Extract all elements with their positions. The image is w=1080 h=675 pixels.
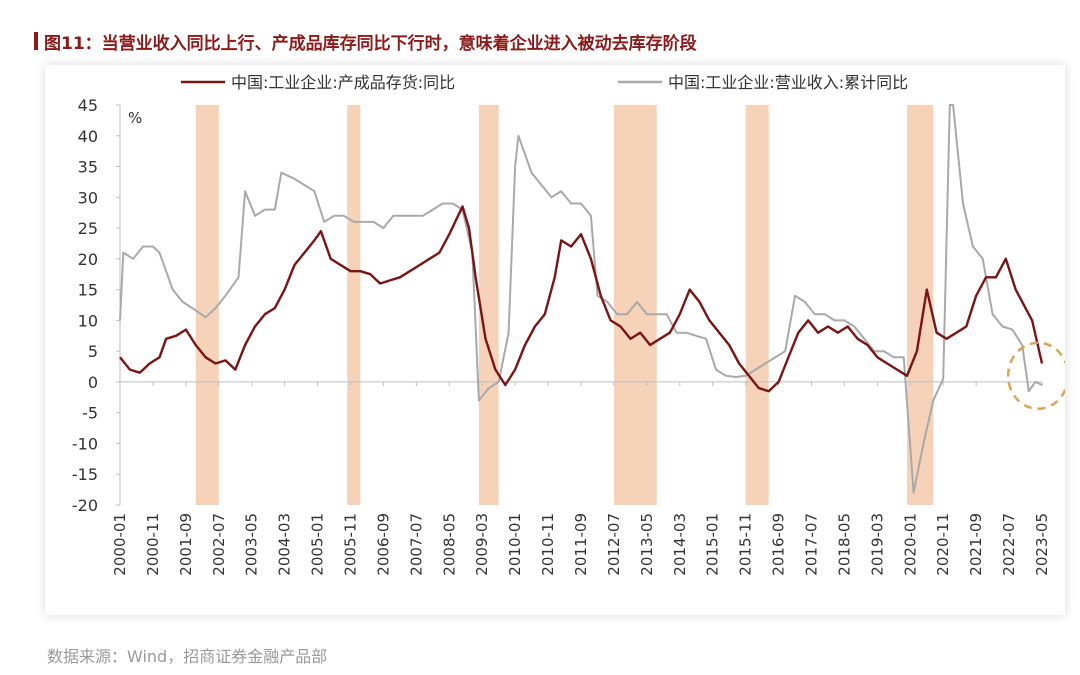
x-tick-label: 2012-07 [605, 513, 623, 576]
x-tick-label: 2018-05 [835, 513, 853, 576]
y-tick-label: -5 [82, 404, 98, 423]
x-tick-label: 2022-07 [1000, 513, 1018, 576]
y-tick-label: 30 [78, 188, 98, 207]
y-tick-label: 10 [78, 311, 98, 330]
x-tick-label: 2001-09 [177, 513, 195, 576]
y-tick-label: 20 [78, 250, 98, 269]
y-tick-label: 0 [88, 373, 98, 392]
x-tick-label: 2020-11 [934, 513, 952, 576]
y-tick-label: 25 [78, 219, 98, 238]
data-source-note: 数据来源：Wind，招商证券金融产品部 [47, 647, 328, 666]
x-tick-label: 2017-07 [803, 513, 821, 576]
x-tick-label: 2000-01 [111, 513, 129, 576]
line-chart: 45 40 35 30 25 20 15 10 5 0 -5 -10 -15 -20% 2000-01 200… [72, 73, 1065, 576]
x-tick-label: 2000-11 [144, 513, 162, 576]
shaded-period-5 [745, 105, 769, 505]
legend-label-2: 中国:工业企业:营业收入:累计同比 [668, 73, 908, 92]
x-tick-label: 2002-07 [210, 513, 228, 576]
highlight-dashed-circle [1006, 341, 1065, 411]
x-tick-label: 2008-05 [440, 513, 458, 576]
x-tick-label: 2007-07 [407, 513, 425, 576]
x-tick-label: 2016-09 [770, 513, 788, 576]
x-tick-label: 2015-01 [704, 513, 722, 576]
y-tick-label: -15 [72, 465, 98, 484]
x-tick-label: 2013-05 [638, 513, 656, 576]
x-tick-label: 2003-05 [243, 513, 261, 576]
y-tick-label: -20 [72, 496, 98, 515]
shaded-period-6 [906, 105, 934, 505]
figure-title-text: 图11：当营业收入同比上行、产成品库存同比下行时，意味着企业进入被动去库存阶段 [44, 33, 697, 54]
y-tick-label: -10 [72, 434, 98, 453]
shaded-period-1 [195, 105, 219, 505]
x-tick-label: 2015-11 [737, 513, 755, 576]
x-tick-label: 2019-03 [868, 513, 886, 576]
y-axis-unit-label: % [128, 109, 142, 127]
x-tick-label: 2010-11 [539, 513, 557, 576]
y-tick-label: 40 [78, 127, 98, 146]
title-accent-bar [34, 32, 38, 50]
x-tick-label: 2005-01 [309, 513, 327, 576]
y-tick-label: 15 [78, 281, 98, 300]
x-tick-label: 2020-01 [901, 513, 919, 576]
x-tick-label: 2023-05 [1033, 513, 1051, 576]
x-tick-label: 2011-09 [572, 513, 590, 576]
shaded-period-3 [478, 105, 499, 505]
series-line-inventory-yoy [119, 205, 1044, 393]
x-tick-label: 2006-09 [374, 513, 392, 576]
chart-panel: 45 40 35 30 25 20 15 10 5 0 -5 -10 -15 -20% 2000-01 200… [45, 65, 1065, 615]
figure-title: 图11：当营业收入同比上行、产成品库存同比下行时，意味着企业进入被动去库存阶段 [34, 30, 697, 54]
x-tick-label: 2010-01 [506, 513, 524, 576]
shaded-period-2 [347, 105, 361, 505]
y-tick-label: 35 [78, 158, 98, 177]
legend-label-1: 中国:工业企业:产成品存货:同比 [231, 73, 455, 92]
x-tick-label: 2004-03 [276, 513, 294, 576]
series-line-revenue-cumulative-yoy [119, 104, 1043, 494]
y-tick-label: 45 [78, 96, 98, 115]
x-tick-label: 2014-03 [671, 513, 689, 576]
x-tick-label: 2009-03 [473, 513, 491, 576]
x-tick-label: 2021-09 [967, 513, 985, 576]
x-tick-label: 2005-11 [342, 513, 360, 576]
y-tick-label: 5 [88, 342, 98, 361]
